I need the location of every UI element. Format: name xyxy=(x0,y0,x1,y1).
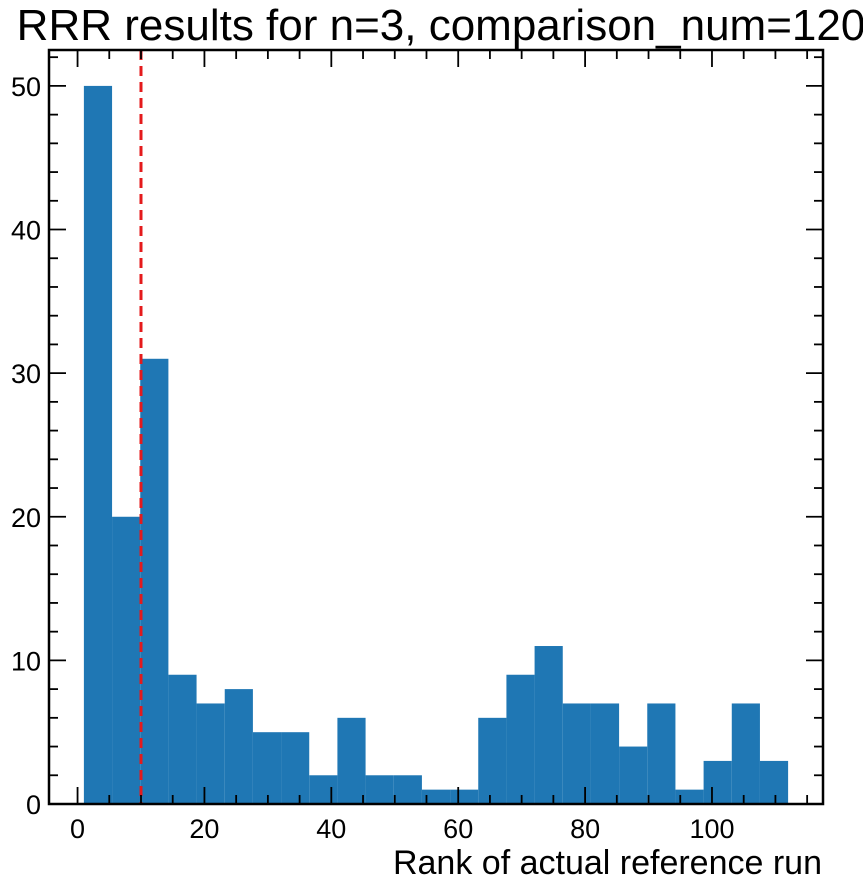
histogram-bar xyxy=(393,775,422,804)
histogram-bar xyxy=(759,760,789,804)
chart-title: RRR results for n=3, comparison_num=120 xyxy=(17,1,863,50)
histogram-bar xyxy=(252,732,282,804)
y-tick-label: 40 xyxy=(11,216,41,246)
x-tick-label: 60 xyxy=(443,814,473,844)
histogram-bar xyxy=(196,703,225,804)
x-tick-label: 100 xyxy=(689,814,734,844)
x-tick-label: 0 xyxy=(70,814,85,844)
histogram-bar xyxy=(83,85,113,804)
histogram-bar xyxy=(506,674,535,804)
histogram-bar xyxy=(309,775,338,804)
histogram-bar xyxy=(421,789,451,804)
y-tick-label: 10 xyxy=(11,646,41,676)
histogram-bar xyxy=(450,789,479,804)
x-tick-label: 20 xyxy=(189,814,219,844)
x-axis-label: Rank of actual reference run xyxy=(393,844,822,882)
histogram-bar xyxy=(337,717,366,804)
histogram-bar xyxy=(478,717,507,804)
y-axis-ticks: 0 10 20 30 40 50 xyxy=(11,56,823,820)
histogram-bar xyxy=(168,674,197,804)
histogram-bar xyxy=(140,358,169,804)
histogram-bar xyxy=(590,703,620,804)
histogram-bar xyxy=(281,732,310,804)
y-tick-label: 50 xyxy=(11,72,41,102)
histogram-bar xyxy=(703,760,732,804)
plot-frame xyxy=(47,48,825,806)
x-tick-label: 80 xyxy=(570,814,600,844)
histogram-bar xyxy=(562,703,591,804)
histogram-bar xyxy=(647,703,676,804)
y-tick-label: 30 xyxy=(11,359,41,389)
x-axis-ticks: 0 20 40 60 80 100 xyxy=(70,50,809,844)
histogram-bar xyxy=(619,746,648,804)
histogram-bar xyxy=(675,789,704,804)
y-tick-label: 20 xyxy=(11,503,41,533)
histogram-bar xyxy=(224,689,253,804)
bars-group xyxy=(83,85,789,804)
histogram-bar xyxy=(731,703,760,804)
y-tick-label: 0 xyxy=(26,790,41,820)
histogram-bar xyxy=(112,516,141,804)
histogram-bar xyxy=(534,646,563,804)
histogram-bar xyxy=(365,775,394,804)
x-tick-label: 40 xyxy=(316,814,346,844)
